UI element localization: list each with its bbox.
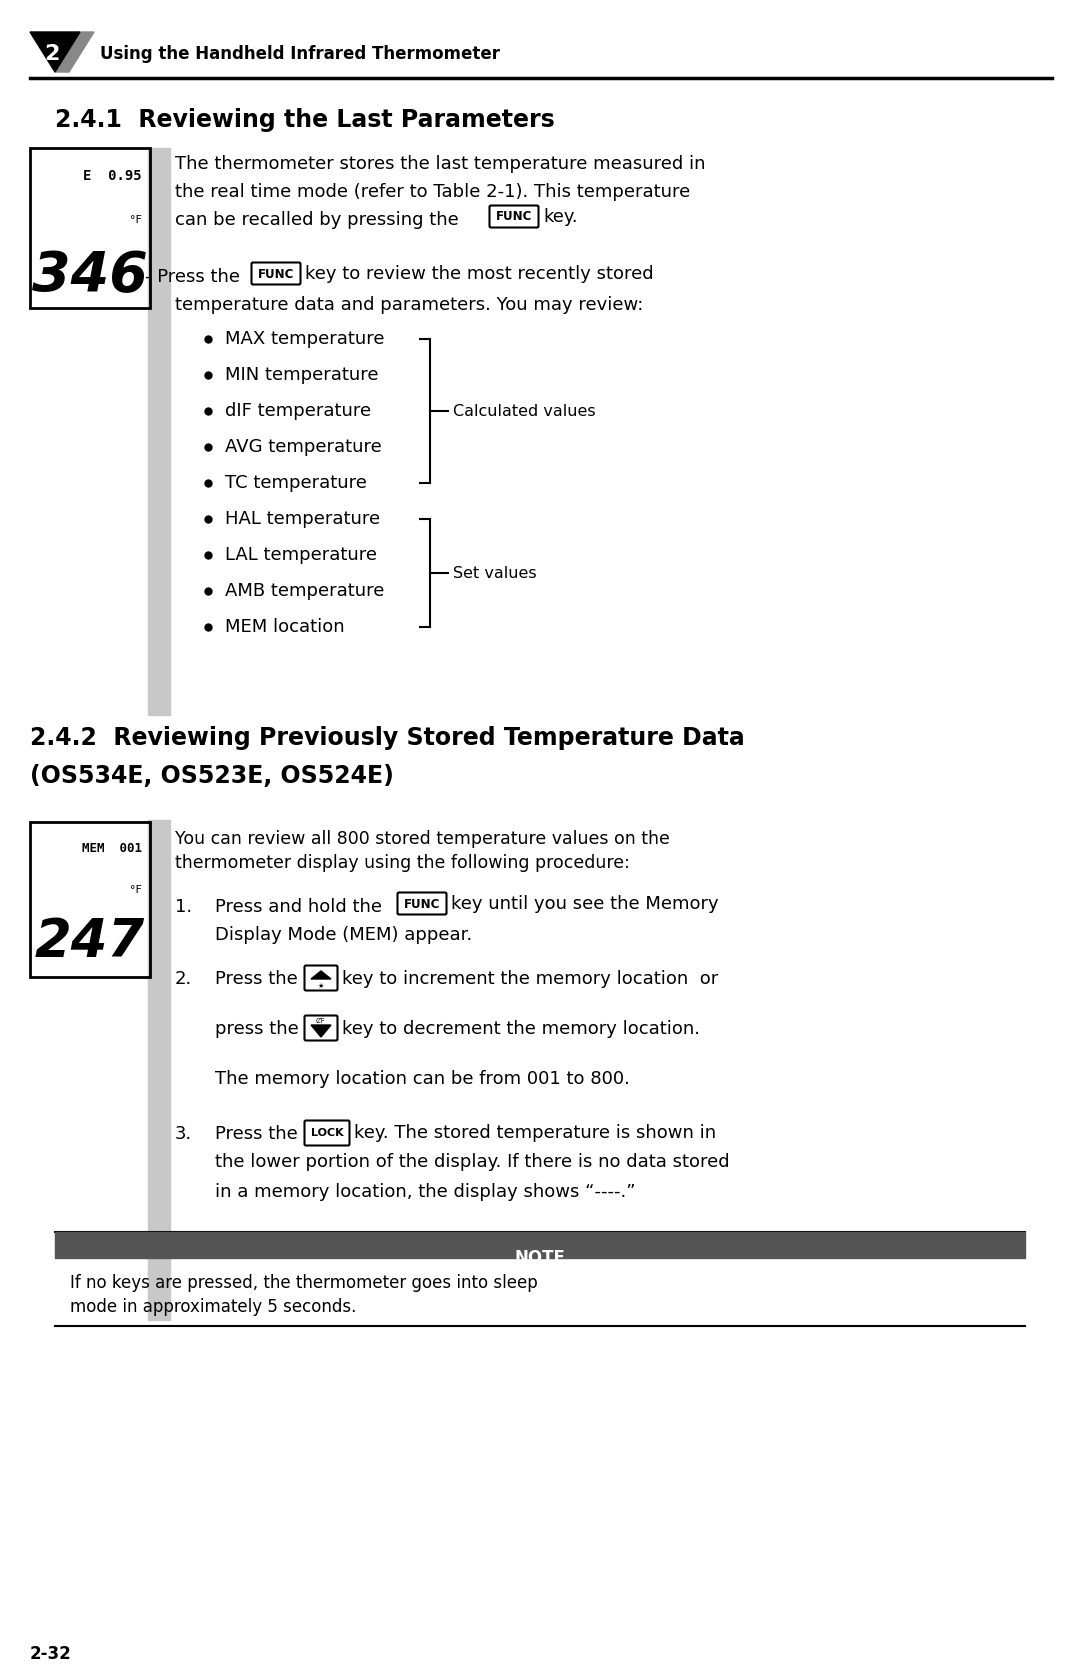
Text: key.: key. xyxy=(543,209,578,225)
Bar xyxy=(30,823,150,976)
Text: ★: ★ xyxy=(318,983,324,990)
Text: 346: 346 xyxy=(32,249,148,304)
Text: °F: °F xyxy=(130,885,141,895)
Text: MIN temperature: MIN temperature xyxy=(225,366,378,384)
Text: can be recalled by pressing the: can be recalled by pressing the xyxy=(175,210,459,229)
Text: 1.: 1. xyxy=(175,898,192,916)
Bar xyxy=(148,819,170,1320)
Text: 3.: 3. xyxy=(175,1125,192,1143)
Text: C̸F: C̸F xyxy=(316,1018,325,1025)
Text: Press and hold the: Press and hold the xyxy=(215,898,382,916)
Text: FUNC: FUNC xyxy=(258,267,294,280)
Text: HAL temperature: HAL temperature xyxy=(225,511,380,527)
Bar xyxy=(55,1232,1025,1258)
Text: TC temperature: TC temperature xyxy=(225,474,367,492)
Text: Press the: Press the xyxy=(215,1125,298,1143)
Text: MEM  001: MEM 001 xyxy=(82,841,141,855)
Polygon shape xyxy=(55,32,94,72)
Text: thermometer display using the following procedure:: thermometer display using the following … xyxy=(175,855,630,871)
Text: key to increment the memory location  or: key to increment the memory location or xyxy=(342,970,718,988)
FancyBboxPatch shape xyxy=(397,893,446,915)
Text: LOCK: LOCK xyxy=(311,1128,343,1138)
Text: FUNC: FUNC xyxy=(404,898,441,911)
Text: Using the Handheld Infrared Thermometer: Using the Handheld Infrared Thermometer xyxy=(100,45,500,63)
FancyBboxPatch shape xyxy=(305,1015,337,1040)
FancyBboxPatch shape xyxy=(252,262,300,284)
Text: Display Mode (MEM) appear.: Display Mode (MEM) appear. xyxy=(215,926,472,945)
Text: Press the: Press the xyxy=(215,970,298,988)
Text: AVG temperature: AVG temperature xyxy=(225,437,381,456)
Polygon shape xyxy=(30,32,80,72)
Text: You can review all 800 stored temperature values on the: You can review all 800 stored temperatur… xyxy=(175,829,670,848)
FancyBboxPatch shape xyxy=(489,205,539,227)
Text: 2.4.1  Reviewing the Last Parameters: 2.4.1 Reviewing the Last Parameters xyxy=(55,108,555,132)
Text: mode in approximately 5 seconds.: mode in approximately 5 seconds. xyxy=(70,1298,356,1315)
Text: NOTE: NOTE xyxy=(514,1248,566,1267)
Text: key until you see the Memory: key until you see the Memory xyxy=(451,895,718,913)
FancyBboxPatch shape xyxy=(305,965,337,990)
Text: key. The stored temperature is shown in: key. The stored temperature is shown in xyxy=(354,1123,716,1142)
Text: the lower portion of the display. If there is no data stored: the lower portion of the display. If the… xyxy=(215,1153,730,1172)
Bar xyxy=(148,149,170,714)
Text: Calculated values: Calculated values xyxy=(453,404,596,419)
Text: 2.: 2. xyxy=(175,970,192,988)
Text: °F: °F xyxy=(130,215,141,225)
Text: the real time mode (refer to Table 2-1). This temperature: the real time mode (refer to Table 2-1).… xyxy=(175,184,690,200)
Text: AMB temperature: AMB temperature xyxy=(225,582,384,599)
Text: in a memory location, the display shows “----.”: in a memory location, the display shows … xyxy=(215,1183,636,1202)
Text: Set values: Set values xyxy=(453,566,537,581)
Text: MEM location: MEM location xyxy=(225,618,345,636)
Text: 2.4.2  Reviewing Previously Stored Temperature Data: 2.4.2 Reviewing Previously Stored Temper… xyxy=(30,726,745,749)
Text: dIF temperature: dIF temperature xyxy=(225,402,372,421)
Text: (OS534E, OS523E, OS524E): (OS534E, OS523E, OS524E) xyxy=(30,764,394,788)
Text: MAX temperature: MAX temperature xyxy=(225,330,384,349)
Text: 2-32: 2-32 xyxy=(30,1646,71,1662)
FancyBboxPatch shape xyxy=(305,1120,350,1145)
Polygon shape xyxy=(311,1025,330,1036)
Text: key to decrement the memory location.: key to decrement the memory location. xyxy=(342,1020,700,1038)
Text: E  0.95: E 0.95 xyxy=(83,169,141,184)
Text: 2: 2 xyxy=(44,43,59,63)
Text: - Press the: - Press the xyxy=(145,269,240,285)
Polygon shape xyxy=(311,971,330,980)
Text: The memory location can be from 001 to 800.: The memory location can be from 001 to 8… xyxy=(215,1070,630,1088)
Text: temperature data and parameters. You may review:: temperature data and parameters. You may… xyxy=(175,295,644,314)
Text: FUNC: FUNC xyxy=(496,210,532,224)
Text: 247: 247 xyxy=(35,916,145,968)
Text: key to review the most recently stored: key to review the most recently stored xyxy=(305,265,653,284)
Bar xyxy=(30,149,150,309)
Text: LAL temperature: LAL temperature xyxy=(225,546,377,564)
Text: The thermometer stores the last temperature measured in: The thermometer stores the last temperat… xyxy=(175,155,705,174)
Text: If no keys are pressed, the thermometer goes into sleep: If no keys are pressed, the thermometer … xyxy=(70,1273,538,1292)
Text: press the: press the xyxy=(215,1020,299,1038)
